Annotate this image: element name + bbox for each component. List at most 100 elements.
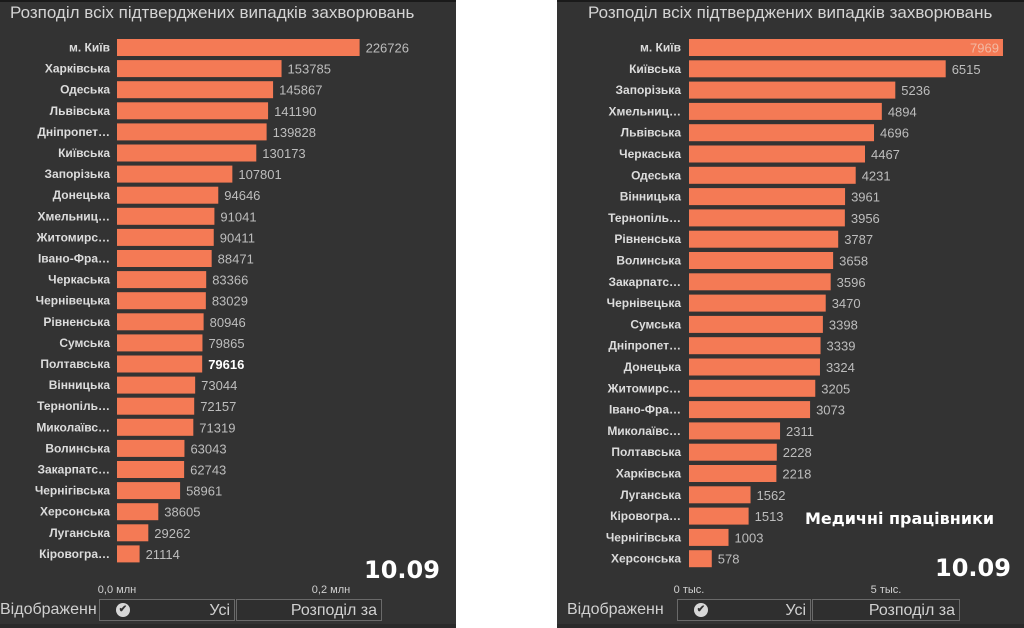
bar: [689, 401, 811, 419]
category-label: Волинська: [45, 441, 110, 455]
value-label: 6515: [952, 62, 981, 77]
bar: [689, 145, 865, 163]
display-filter-bar: Відображенн ✔ Усі Розподіл за: [0, 598, 456, 624]
category-label: Кіровогра…: [39, 547, 110, 561]
display-filter-label: Відображенн: [567, 601, 664, 618]
show-all-label: Усі: [209, 602, 230, 619]
value-label: 63043: [190, 441, 226, 456]
bar: [117, 271, 207, 289]
value-label: 1513: [755, 509, 784, 524]
category-label: Харківська: [616, 467, 681, 481]
bar: [117, 39, 360, 56]
value-label: 226726: [366, 41, 409, 56]
value-label: 3339: [827, 339, 856, 354]
value-label: 3324: [826, 360, 855, 375]
bar: [689, 209, 845, 227]
bar: [117, 334, 203, 352]
value-label: 71319: [199, 420, 235, 435]
value-label: 4894: [888, 104, 917, 119]
panel-top-border: [0, 0, 456, 2]
date-label: 10.09: [364, 556, 440, 584]
bar: [117, 482, 181, 500]
bar: [117, 60, 282, 78]
value-label: 72157: [200, 399, 236, 414]
bar-chart: м. Київ 7969 Київська 6515 Запорізька 5236 Хме…: [606, 39, 1003, 596]
chart-panel-medical-workers: Розподіл всіх підтверджених випадків зах…: [557, 0, 1024, 628]
value-label: 91041: [220, 209, 256, 224]
category-label: Житомирс…: [36, 230, 110, 244]
category-label: Одеська: [60, 83, 110, 97]
category-label: Київська: [629, 62, 681, 76]
value-label: 130173: [262, 146, 305, 161]
show-all-button[interactable]: ✔ Усі: [99, 599, 235, 621]
value-label: 141190: [274, 104, 316, 119]
value-label: 83366: [212, 273, 248, 288]
category-label: Луганська: [620, 488, 681, 502]
value-label: 107801: [238, 167, 281, 182]
display-filter-bar: Відображенн ✔ Усі Розподіл за: [557, 598, 1024, 624]
value-label: 88471: [218, 252, 254, 267]
category-label: Івано-Фра…: [38, 252, 110, 266]
split-by-button[interactable]: Розподіл за: [236, 599, 382, 621]
value-label: 578: [718, 552, 740, 567]
category-label: Закарпатс…: [608, 275, 681, 289]
category-label: Черкаська: [619, 147, 681, 161]
value-label: 3398: [829, 317, 858, 332]
category-label: Луганська: [49, 526, 110, 540]
bar: [689, 337, 821, 355]
value-label: 2311: [786, 424, 814, 439]
value-label: 79616: [208, 357, 244, 372]
category-label: Кіровогра…: [610, 509, 681, 523]
show-all-label: Усі: [785, 602, 806, 619]
bar: [689, 294, 826, 312]
category-label: Чернівецька: [36, 294, 111, 308]
bar: [689, 507, 749, 525]
value-label: 62743: [190, 463, 226, 478]
bar: [117, 123, 267, 141]
value-label: 2228: [783, 445, 812, 460]
category-label: Хмельниц…: [608, 104, 681, 118]
category-label: Херсонська: [40, 505, 110, 519]
value-label: 3961: [851, 190, 880, 205]
bar: [689, 39, 1003, 56]
split-by-label: Розподіл за: [290, 602, 377, 619]
bar: [117, 81, 274, 99]
bar: [689, 486, 751, 504]
bar: [689, 528, 729, 546]
bar: [117, 102, 269, 120]
bar: [689, 550, 712, 568]
category-label: Харківська: [45, 62, 110, 76]
category-label: Житомирс…: [607, 381, 681, 395]
value-label: 4696: [880, 126, 909, 141]
category-label: м. Київ: [640, 41, 681, 55]
category-label: Полтавська: [611, 445, 681, 459]
bottom-border: [557, 624, 1024, 628]
category-label: Запорізька: [616, 83, 682, 97]
category-label: Тернопіль…: [37, 399, 110, 413]
date-label: 10.09: [935, 554, 1011, 582]
value-label: 80946: [210, 315, 246, 330]
bar: [117, 313, 204, 331]
value-label: 139828: [273, 125, 316, 140]
category-label: Вінницька: [49, 378, 111, 392]
bar: [689, 102, 882, 120]
chart-panel-all-cases: Розподіл всіх підтверджених випадків зах…: [0, 0, 456, 628]
bar: [689, 273, 831, 291]
value-label: 5236: [901, 83, 930, 98]
bar: [689, 315, 823, 333]
value-label: 94646: [224, 188, 260, 203]
value-label: 29262: [154, 526, 190, 541]
bar: [689, 81, 896, 99]
show-all-button[interactable]: ✔ Усі: [677, 599, 811, 621]
value-label: 90411: [220, 230, 255, 245]
split-by-button[interactable]: Розподіл за: [812, 599, 960, 621]
checkmark-icon: ✔: [694, 603, 708, 617]
bar: [689, 230, 839, 248]
value-label: 145867: [279, 83, 322, 98]
category-label: Черкаська: [48, 273, 110, 287]
category-label: Дніпропет…: [608, 339, 681, 353]
bar: [117, 376, 196, 394]
bar: [117, 418, 194, 436]
bar: [689, 188, 846, 206]
value-label: 3787: [844, 232, 873, 247]
